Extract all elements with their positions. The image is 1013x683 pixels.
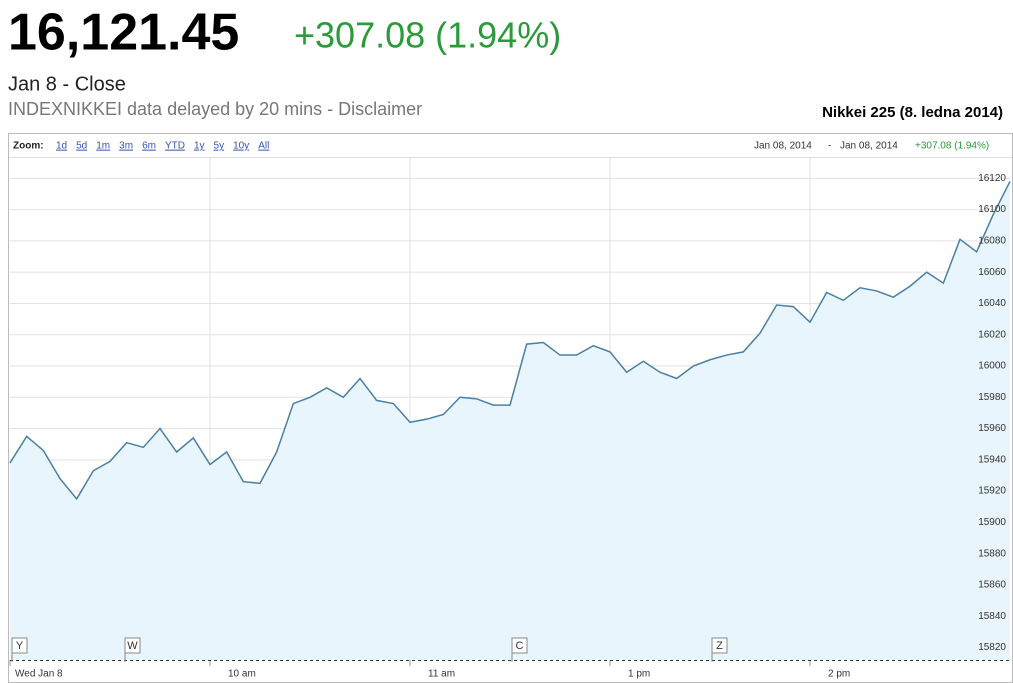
flag[interactable] xyxy=(11,637,28,654)
area xyxy=(10,181,1010,660)
zoom-option[interactable]: YTD xyxy=(165,141,185,152)
x-tick-label: 10 am xyxy=(228,669,256,680)
range-box: Jan 08, 2014 - Jan 08, 2014 +307.08 (1.9… xyxy=(754,141,989,152)
y-tick-label: 15900 xyxy=(978,517,1006,528)
zoom-option[interactable]: All xyxy=(258,141,269,152)
change: +307.08 (1.94%) xyxy=(294,15,561,56)
y-tick-label: 16000 xyxy=(978,361,1006,372)
flag-label[interactable]: W xyxy=(127,640,138,652)
close-date: Jan 8 - Close xyxy=(8,73,126,95)
y-tick-label: 16100 xyxy=(978,204,1006,215)
zoom-label: Zoom: xyxy=(13,141,44,152)
zoom-option[interactable]: 10y xyxy=(233,141,249,152)
zoom-option[interactable]: 1y xyxy=(194,141,205,152)
range-sep: - xyxy=(828,141,831,152)
flag-label[interactable]: Z xyxy=(716,640,723,652)
y-tick-label: 15980 xyxy=(978,392,1006,403)
flag-label[interactable]: Y xyxy=(16,640,24,652)
y-tick-label: 15960 xyxy=(978,423,1006,434)
x-tick-label: 1 pm xyxy=(628,669,650,680)
flag[interactable] xyxy=(124,637,141,654)
y-tick-label: 16080 xyxy=(978,236,1006,247)
x-tick-label: Wed Jan 8 xyxy=(15,669,63,680)
y-tick-label: 15940 xyxy=(978,454,1006,465)
zoom-option[interactable]: 5y xyxy=(214,141,225,152)
y-tick-label: 15860 xyxy=(978,580,1006,591)
y-tick-label: 15880 xyxy=(978,548,1006,559)
source-note[interactable]: INDEXNIKKEI data delayed by 20 mins - Di… xyxy=(8,99,422,119)
x-tick-label: 2 pm xyxy=(828,669,850,680)
y-tick-label: 16120 xyxy=(978,173,1006,184)
zoom-option[interactable]: 1m xyxy=(96,141,110,152)
flag[interactable] xyxy=(711,637,728,654)
zoom-option[interactable]: 5d xyxy=(76,141,87,152)
zoom-option[interactable]: 6m xyxy=(142,141,156,152)
flag[interactable] xyxy=(511,637,528,654)
line xyxy=(9,181,1011,501)
y-tick-label: 15920 xyxy=(978,486,1006,497)
flag-label[interactable]: C xyxy=(516,640,524,652)
range-end: Jan 08, 2014 xyxy=(840,141,898,152)
price: 16,121.45 xyxy=(8,4,239,62)
zoom-option[interactable]: 3m xyxy=(119,141,133,152)
y-tick-label: 15820 xyxy=(978,642,1006,653)
y-tick-label: 16060 xyxy=(978,267,1006,278)
y-tick-label: 16020 xyxy=(978,329,1006,340)
x-tick-label: 11 am xyxy=(428,669,455,680)
y-tick-label: 16040 xyxy=(978,298,1006,309)
chart-title: Nikkei 225 (8. ledna 2014) xyxy=(822,104,1003,121)
zoom-option[interactable]: 1d xyxy=(56,141,67,152)
range-start: Jan 08, 2014 xyxy=(754,141,812,152)
range-change: +307.08 (1.94%) xyxy=(915,141,989,152)
y-tick-label: 15840 xyxy=(978,611,1006,622)
